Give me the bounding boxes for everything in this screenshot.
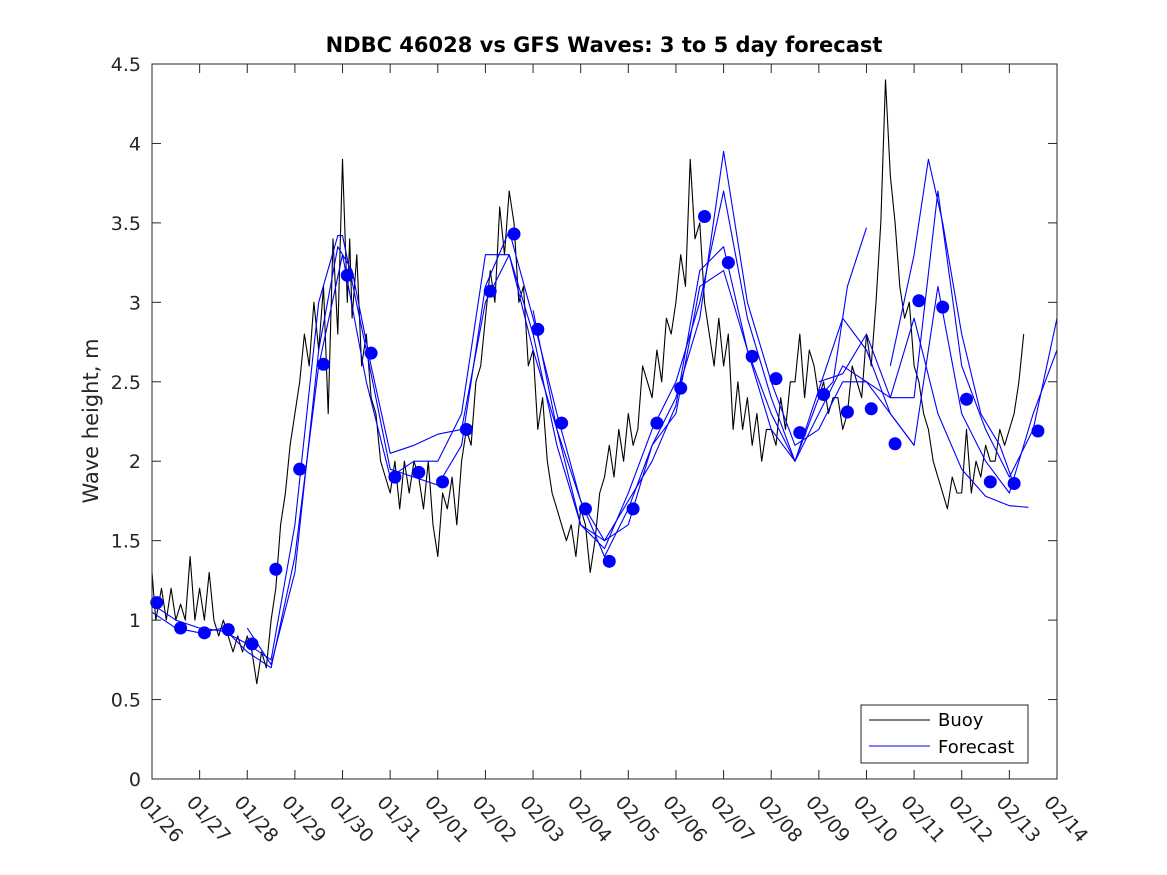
legend: Buoy Forecast <box>860 704 1029 764</box>
forecast-marker <box>793 426 807 440</box>
legend-forecast-label: Forecast <box>938 737 1014 758</box>
forecast-marker <box>745 349 759 363</box>
plot-area <box>152 64 1057 779</box>
forecast-marker <box>936 300 950 314</box>
y-tick-label: 4.5 <box>111 54 141 76</box>
forecast-marker <box>340 268 354 282</box>
legend-buoy-label: Buoy <box>938 710 984 731</box>
axes-box <box>151 63 1058 780</box>
forecast-marker <box>459 422 473 436</box>
forecast-marker <box>602 554 616 568</box>
y-tick-label: 2.5 <box>111 372 141 394</box>
forecast-marker <box>674 381 688 395</box>
forecast-series <box>151 150 1058 669</box>
forecast-marker <box>269 562 283 576</box>
forecast-marker <box>721 256 735 270</box>
forecast-marker <box>1031 424 1045 438</box>
forecast-marker <box>245 637 259 651</box>
forecast-marker <box>840 405 854 419</box>
y-tick-label: 1.5 <box>111 531 141 553</box>
forecast-marker <box>316 357 330 371</box>
legend-box <box>860 704 1029 764</box>
y-tick-labels: 0 0.5 1 1.5 2 2.5 3 3.5 4 4.5 <box>111 54 141 791</box>
forecast-marker <box>960 392 973 406</box>
forecast-marker <box>197 626 211 640</box>
forecast-marker <box>221 623 235 637</box>
forecast-marker <box>150 596 164 610</box>
forecast-markers <box>150 210 1045 651</box>
forecast-marker <box>412 465 426 479</box>
forecast-marker <box>983 475 997 489</box>
forecast-marker <box>817 387 831 401</box>
forecast-line <box>889 158 1015 486</box>
y-tick-label: 2 <box>129 451 141 473</box>
buoy-line <box>151 79 1025 685</box>
forecast-marker <box>293 462 307 476</box>
y-tick-label: 3.5 <box>111 213 141 235</box>
forecast-marker <box>531 322 545 336</box>
forecast-marker <box>483 284 497 298</box>
forecast-line <box>818 317 1029 508</box>
forecast-marker <box>364 346 378 360</box>
y-tick-label: 3 <box>129 292 141 314</box>
y-tick-label: 1 <box>129 610 141 632</box>
y-tick-label: 0.5 <box>111 690 141 712</box>
forecast-marker <box>174 621 188 635</box>
forecast-marker <box>436 475 450 489</box>
y-tick-label: 4 <box>129 133 141 155</box>
forecast-marker <box>1007 476 1021 490</box>
forecast-marker <box>626 502 640 516</box>
forecast-marker <box>888 437 902 451</box>
forecast-marker <box>698 210 712 224</box>
y-axis-label: Wave height, m <box>79 338 103 503</box>
forecast-marker <box>912 294 926 308</box>
forecast-marker <box>507 227 521 241</box>
forecast-marker <box>388 470 402 484</box>
forecast-marker <box>864 402 878 416</box>
buoy-series <box>151 79 1025 685</box>
forecast-line <box>151 150 1058 661</box>
forecast-marker <box>578 502 592 516</box>
y-tick-label: 0 <box>129 769 141 791</box>
forecast-marker <box>769 372 783 386</box>
chart-title: NDBC 46028 vs GFS Waves: 3 to 5 day fore… <box>326 33 883 57</box>
forecast-marker <box>555 416 569 430</box>
forecast-marker <box>650 416 664 430</box>
